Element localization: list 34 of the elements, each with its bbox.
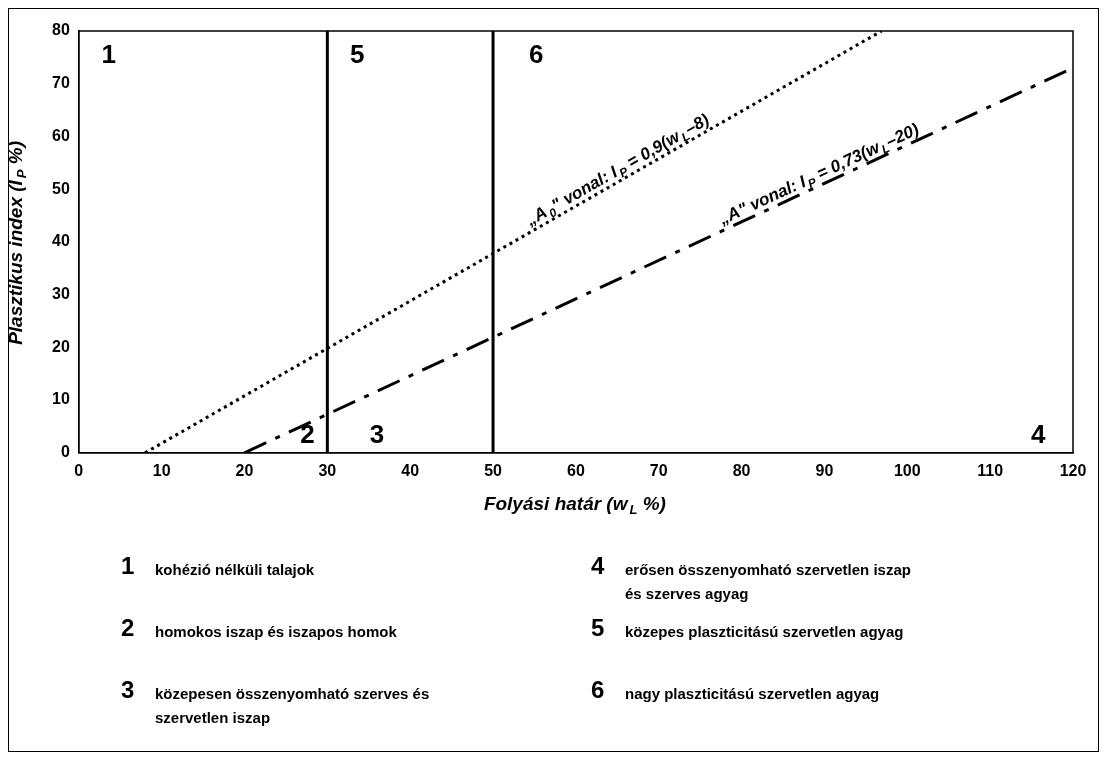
y-tick-label: 20 [52,337,70,355]
x-tick-label: 100 [893,461,921,479]
y-tick-label: 30 [52,285,70,303]
y-tick-label: 60 [52,126,70,144]
annotation: 5 [349,39,365,70]
text: 3 közepesen összenyomható szerves és szervetlen iszap [121,676,431,728]
x-tick-label: 120 [1059,461,1087,479]
y-tick-label: 40 [52,232,70,250]
annotation: 4 [1030,419,1046,450]
text: 1 kohézió nélküli talajok [121,552,316,581]
y-tick-label: 50 [52,179,70,197]
text: 2 homokos iszap és iszapos homok [121,614,398,643]
annotation: 6 [528,39,544,70]
y-tick-label: 0 [60,443,70,461]
x-tick-label: 80 [732,461,751,479]
y-axis-title: Plasztikus index (IP %) [5,140,30,345]
x-tick-label: 30 [318,461,337,479]
x-tick-label: 20 [235,461,254,479]
y-tick-label: 10 [52,390,70,408]
text: 5 közepes plaszticitású szervetlen agyag [591,614,905,643]
x-tick-label: 10 [152,461,171,479]
annotation: 3 [369,419,385,450]
annotation: 2 [300,419,315,450]
y-tick-label: 80 [52,21,70,39]
x-tick-label: 60 [567,461,585,479]
x-tick-label: 50 [484,461,503,479]
y-tick-label: 70 [52,74,70,92]
x-tick-label: 90 [815,461,834,479]
x-tick-label: 70 [649,461,668,479]
x-tick-label: 40 [401,461,420,479]
annotation: 1 [101,39,116,70]
text: 6 nagy plaszticitású szervetlen agyag [591,676,881,705]
x-tick-label: 110 [977,461,1004,479]
x-tick-label: 0 [74,461,84,479]
